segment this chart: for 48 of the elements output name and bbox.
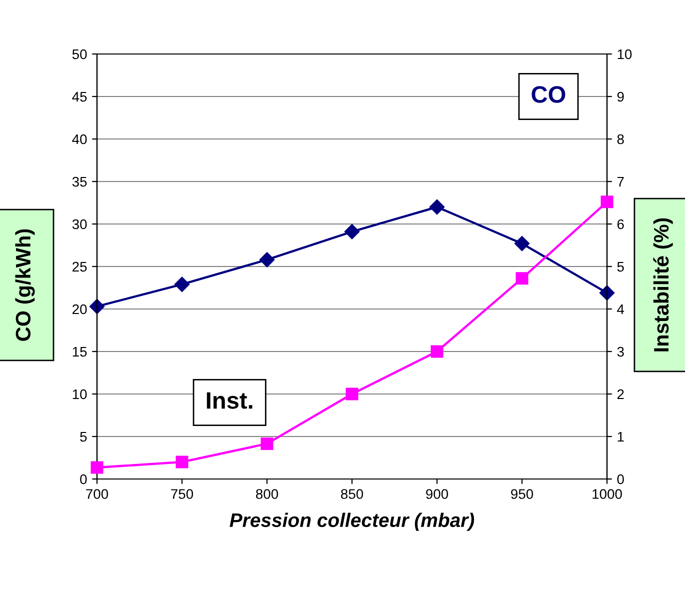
y2-tick-label: 6 [617, 219, 624, 230]
x-tick-label: 1000 [592, 489, 622, 499]
point [429, 199, 445, 215]
y2-tick-label: 1 [618, 432, 624, 442]
y-tick-label: 50 [72, 49, 87, 60]
x-tick-label: 850 [341, 489, 364, 499]
y-tick-label: 5 [80, 432, 87, 442]
point [600, 196, 614, 208]
x-tick-label: 800 [256, 489, 278, 499]
y-tick-label: 0 [80, 474, 87, 484]
y-tick-label: 10 [72, 389, 87, 400]
y-tick-label: 30 [72, 219, 87, 230]
point [259, 252, 275, 268]
point [344, 224, 360, 240]
y-tick-label: 15 [72, 346, 87, 357]
y-axis-title: CO (g/kWh) [15, 229, 35, 341]
y2-tick-label: 5 [617, 262, 624, 272]
point [599, 285, 615, 300]
point [346, 388, 358, 400]
y-tick-label: 35 [72, 176, 87, 187]
point [176, 456, 188, 468]
x-tick-label: 750 [171, 489, 194, 499]
y2-axis-title: Instabilité (%) [653, 218, 673, 352]
y2-tick-label: 2 [617, 389, 624, 400]
point [514, 236, 530, 252]
series-label: Inst. [206, 392, 252, 409]
y2-tick-label: 8 [617, 134, 624, 144]
y-tick-label: 25 [72, 262, 87, 272]
y2-tick-label: 4 [617, 304, 624, 314]
y2-tick-label: 3 [617, 346, 624, 357]
y2-tick-label: 0 [617, 474, 624, 484]
x-axis-title: Pression collecteur (mbar) [230, 512, 474, 531]
y2-tick-label: 10 [618, 49, 632, 60]
y2-tick-label: 9 [617, 92, 624, 102]
y-tick-label: 20 [72, 304, 87, 314]
x-tick-label: 900 [426, 489, 448, 499]
y2-tick-label: 7 [617, 176, 624, 187]
point [174, 276, 190, 292]
text: CO [532, 86, 566, 103]
point [430, 345, 444, 358]
x-tick-label: 950 [511, 489, 534, 499]
y-tick-label: 45 [72, 92, 87, 102]
point [260, 437, 274, 450]
x-tick-label: 700 [86, 489, 108, 499]
point [89, 298, 105, 314]
y-tick-label: 40 [72, 134, 87, 144]
point [516, 272, 528, 285]
point [90, 461, 104, 474]
